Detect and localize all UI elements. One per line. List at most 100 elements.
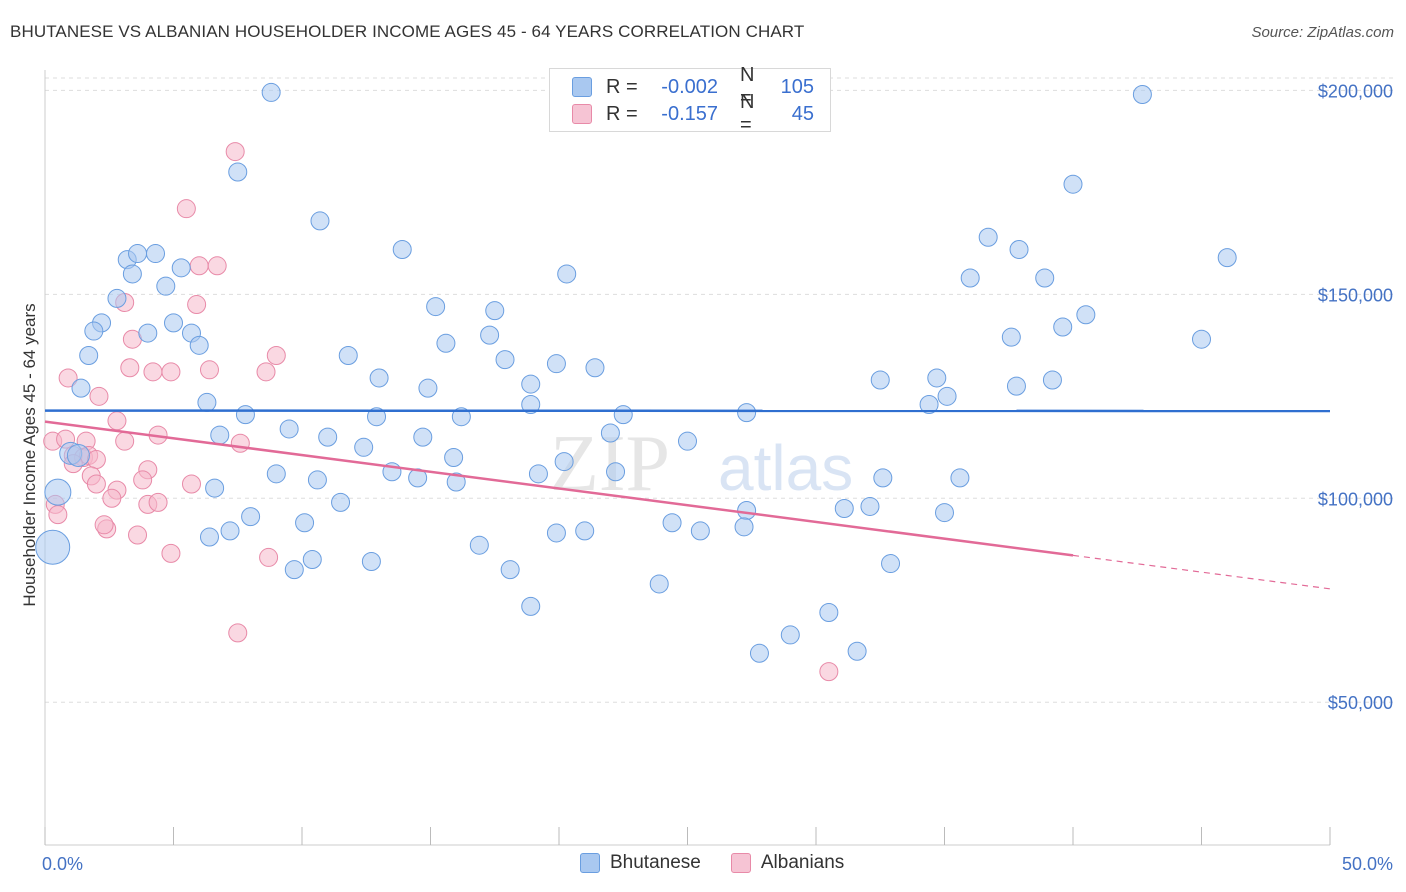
bhutanese-point bbox=[678, 431, 697, 451]
albanian-point bbox=[266, 346, 286, 366]
bhutanese-point bbox=[171, 258, 191, 278]
bhutanese-point bbox=[146, 244, 166, 264]
bhutanese-point bbox=[369, 368, 389, 388]
axes bbox=[44, 70, 1331, 846]
bhutanese-point bbox=[662, 513, 682, 533]
source-label: Source: ZipAtlas.com bbox=[1251, 24, 1394, 41]
r-label: R = bbox=[606, 102, 638, 125]
bhutanese-point bbox=[847, 641, 867, 661]
stats-legend: R = -0.002 N = 105 R = -0.157 N = 45 bbox=[549, 64, 831, 136]
albanian-point bbox=[148, 492, 168, 512]
series-legend: Bhutanese Albanians bbox=[580, 852, 874, 874]
albanian-point bbox=[86, 474, 106, 494]
bhutanese-point bbox=[44, 478, 72, 506]
r-value: -0.002 bbox=[661, 75, 718, 98]
albanian-point bbox=[94, 515, 114, 535]
albanian-point bbox=[225, 142, 245, 162]
bhutanese-point bbox=[927, 368, 947, 388]
albanian-point bbox=[58, 368, 78, 388]
albanian-point bbox=[207, 256, 227, 276]
bhutanese-point bbox=[1192, 329, 1211, 349]
bhutanese-point bbox=[426, 297, 446, 317]
bhutanese-point bbox=[392, 239, 412, 259]
bhutanese-point bbox=[361, 552, 381, 572]
x-tick-label: 0.0% bbox=[42, 854, 83, 874]
bhutanese-point bbox=[737, 403, 757, 423]
bhutanese-point bbox=[164, 313, 183, 333]
bhutanese-point bbox=[84, 321, 104, 341]
albanian-swatch bbox=[730, 853, 751, 873]
bhutanese-point bbox=[780, 625, 800, 645]
legend-item-bhutanese: Bhutanese bbox=[580, 852, 701, 874]
y-tick-label: $200,000 bbox=[1318, 81, 1393, 101]
bhutanese-point bbox=[546, 354, 566, 374]
bhutanese-point bbox=[367, 407, 387, 427]
albanian-point bbox=[107, 411, 127, 431]
bhutanese-point bbox=[156, 276, 176, 296]
bhutanese-point bbox=[528, 464, 548, 484]
albanian-point bbox=[256, 362, 276, 382]
bhutanese-point bbox=[197, 392, 217, 412]
n-label: N = bbox=[740, 64, 755, 109]
albanian-point bbox=[181, 474, 201, 494]
bhutanese-point bbox=[575, 521, 595, 541]
albanian-point bbox=[199, 360, 219, 380]
bhutanese-point bbox=[220, 521, 240, 541]
r-value: -0.157 bbox=[661, 102, 718, 125]
bhutanese-point bbox=[295, 513, 315, 533]
bhutanese-point bbox=[734, 517, 754, 537]
bhutanese-point bbox=[122, 264, 142, 284]
bhutanese-point bbox=[860, 496, 880, 516]
albanian-point bbox=[259, 547, 279, 567]
bhutanese-point bbox=[205, 478, 225, 498]
legend-label-bhutanese: Bhutanese bbox=[610, 852, 701, 873]
chart-title: BHUTANESE VS ALBANIAN HOUSEHOLDER INCOME… bbox=[10, 22, 805, 41]
bhutanese-point bbox=[318, 427, 338, 447]
bhutanese-point bbox=[451, 407, 471, 427]
bhutanese-point bbox=[649, 574, 669, 594]
r-label: R = bbox=[606, 75, 638, 98]
n-value: 105 bbox=[780, 75, 814, 98]
albanian-point bbox=[89, 386, 109, 406]
bhutanese-point bbox=[1035, 268, 1055, 288]
bhutanese-point bbox=[521, 394, 541, 414]
bhutanese-point bbox=[937, 386, 957, 406]
albanian-point bbox=[161, 543, 181, 563]
n-value: 45 bbox=[791, 102, 814, 125]
bhutanese-point bbox=[919, 394, 939, 414]
watermark: ZIP atlas bbox=[550, 420, 853, 508]
albanian-trend-extension bbox=[1072, 554, 1331, 590]
albanian-trend-line bbox=[44, 420, 1074, 557]
y-tick-label: $150,000 bbox=[1318, 285, 1393, 305]
bhutanese-point bbox=[338, 346, 358, 366]
grid-lines bbox=[45, 77, 1395, 703]
bhutanese-point bbox=[138, 323, 158, 343]
bhutanese-point bbox=[546, 523, 566, 543]
bhutanese-point bbox=[261, 82, 281, 102]
bhutanese-point bbox=[960, 268, 980, 288]
bhutanese-point bbox=[819, 603, 839, 622]
bhutanese-point bbox=[210, 425, 230, 445]
albanian-point bbox=[161, 362, 181, 382]
bhutanese-point bbox=[302, 549, 322, 569]
bhutanese-point bbox=[749, 643, 769, 663]
bhutanese-point bbox=[521, 374, 541, 394]
bhutanese-point bbox=[79, 346, 99, 366]
bhutanese-point bbox=[266, 464, 286, 484]
bhutanese-point bbox=[557, 264, 577, 284]
albanian-point bbox=[120, 358, 140, 378]
bhutanese-point bbox=[1042, 370, 1062, 390]
bhutanese-point bbox=[480, 325, 500, 345]
bhutanese-point bbox=[613, 405, 633, 425]
bhutanese-point bbox=[1009, 239, 1029, 259]
bhutanese-point bbox=[1076, 305, 1096, 325]
bhutanese-point bbox=[331, 492, 351, 512]
bhutanese-point bbox=[600, 423, 620, 443]
y-tick-label: $100,000 bbox=[1318, 489, 1393, 509]
bhutanese-point bbox=[935, 503, 954, 523]
bhutanese-point bbox=[873, 468, 893, 488]
bhutanese-point bbox=[413, 427, 433, 447]
bhutanese-point bbox=[950, 468, 970, 488]
bhutanese-point bbox=[107, 288, 127, 308]
